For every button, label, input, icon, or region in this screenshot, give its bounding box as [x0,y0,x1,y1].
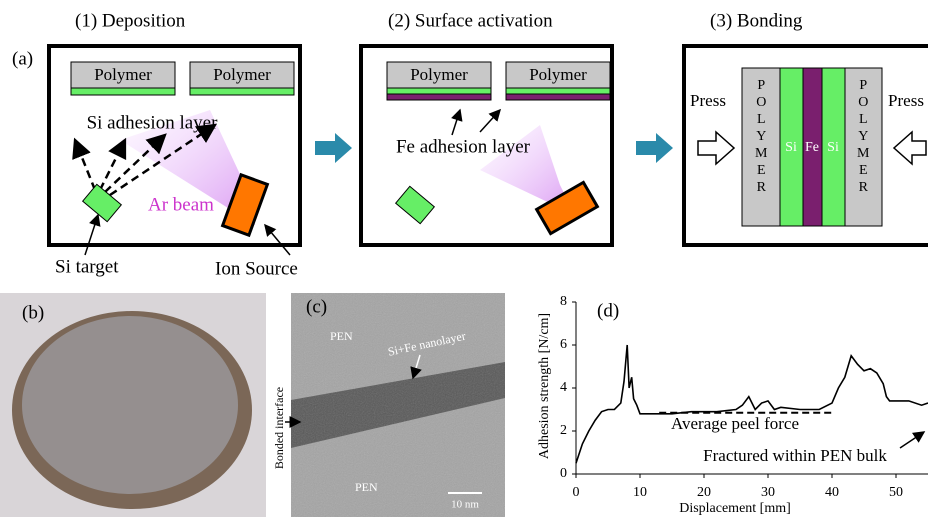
y-tick-label: 6 [560,337,567,352]
x-tick-label: 40 [825,485,839,500]
annotation: Fractured within PEN bulk [703,446,887,465]
annotation-arrow [900,432,924,448]
stack-label: Si [785,140,797,155]
polymer-label: Polymer [410,65,468,84]
step-title: (2) Surface activation [388,10,553,31]
y-tick-label: 2 [560,423,567,438]
bonding-panel: POLYMER Si Fe Si POLYMER Press Press [684,46,928,245]
y-tick-label: 8 [560,294,567,309]
layer-label: Fe adhesion layer [396,136,531,157]
panel-label: (c) [306,296,327,317]
x-tick-label: 50 [889,485,903,500]
panel-label: (d) [597,300,619,321]
polymer-label: Polymer [529,65,587,84]
y-tick-label: 0 [560,466,567,481]
figure: (a) (1) Deposition (2) Surface activatio… [0,0,928,517]
region-label: PEN [355,480,378,494]
flow-arrow [636,133,673,163]
annotation: Average peel force [671,414,799,433]
x-axis-label: Displacement [mm] [679,501,791,516]
target-label: Si target [55,256,119,277]
polymer-label: Polymer [94,65,152,84]
page: { "panel_a": { "label": "(a)", "depositi… [0,0,928,517]
stack-label: POLYMER [754,78,769,197]
wafer-photo [0,293,266,517]
stack-label: POLYMER [856,78,871,197]
deposition-panel: Polymer Polymer Si adhesion layer Ar bea… [49,46,300,255]
step-title: (3) Bonding [710,10,803,31]
beam-label: Ar beam [148,194,214,215]
x-tick-label: 0 [573,485,580,500]
y-axis-label: Adhesion strength [N/cm] [537,313,552,459]
x-tick-label: 30 [761,485,775,500]
source-label: Ion Source [215,258,298,279]
panel-label: (b) [22,302,44,323]
activation-panel: Polymer Polymer Fe adhesion layer [361,46,612,245]
flow-arrow [315,133,352,163]
scale-label: 10 nm [451,499,479,511]
panel-label: (a) [12,48,33,69]
stack-label: Fe [805,140,819,155]
region-label: PEN [330,329,353,343]
press-label: Press [690,91,726,110]
polymer-label: Polymer [213,65,271,84]
tem-image [285,293,505,517]
press-label: Press [888,91,924,110]
peel-chart: (d) Adhesion strength [N/cm] Displacemen… [537,294,928,516]
x-tick-label: 10 [633,485,647,500]
interface-label: Bonded interface [272,387,286,469]
y-tick-label: 4 [560,380,567,395]
layer-label: Si adhesion layer [87,112,219,133]
stack-label: Si [827,140,839,155]
x-tick-label: 20 [697,485,711,500]
step-title: (1) Deposition [75,10,186,31]
